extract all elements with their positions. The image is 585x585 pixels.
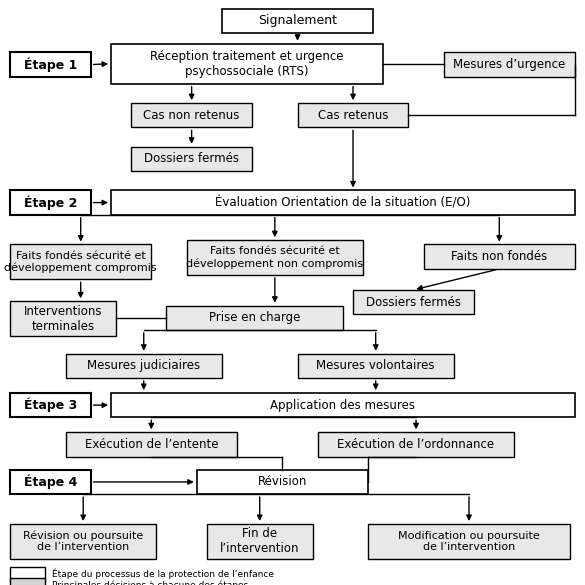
FancyBboxPatch shape — [10, 578, 46, 585]
Text: Application des mesures: Application des mesures — [270, 398, 415, 412]
FancyBboxPatch shape — [10, 524, 156, 559]
Text: Étape du processus de la protection de l’enfance: Étape du processus de la protection de l… — [53, 569, 274, 579]
FancyBboxPatch shape — [222, 9, 373, 33]
FancyBboxPatch shape — [10, 245, 152, 280]
Text: Faits fondés sécurité et
développement non compromis: Faits fondés sécurité et développement n… — [186, 246, 363, 269]
Text: Révision ou poursuite
de l’intervention: Révision ou poursuite de l’intervention — [23, 530, 143, 552]
Text: Étape 2: Étape 2 — [24, 195, 77, 210]
FancyBboxPatch shape — [353, 290, 474, 314]
Text: Cas retenus: Cas retenus — [318, 109, 388, 122]
Text: Faits fondés sécurité et
développement compromis: Faits fondés sécurité et développement c… — [4, 251, 157, 273]
Text: Cas non retenus: Cas non retenus — [143, 109, 240, 122]
FancyBboxPatch shape — [207, 524, 312, 559]
FancyBboxPatch shape — [131, 147, 252, 171]
Text: Réception traitement et urgence
psychossociale (RTS): Réception traitement et urgence psychoss… — [150, 50, 344, 78]
FancyBboxPatch shape — [66, 353, 222, 378]
FancyBboxPatch shape — [166, 305, 343, 330]
Text: Mesures volontaires: Mesures volontaires — [316, 359, 435, 372]
FancyBboxPatch shape — [10, 53, 91, 77]
Text: Signalement: Signalement — [258, 15, 337, 27]
FancyBboxPatch shape — [66, 432, 237, 457]
Text: Évaluation Orientation de la situation (E/O): Évaluation Orientation de la situation (… — [215, 196, 470, 209]
FancyBboxPatch shape — [298, 103, 408, 128]
Text: Exécution de l’ordonnance: Exécution de l’ordonnance — [338, 438, 495, 451]
Text: Principales décisions à chacune des étapes: Principales décisions à chacune des étap… — [53, 580, 249, 585]
Text: Étape 1: Étape 1 — [24, 57, 77, 72]
FancyBboxPatch shape — [10, 393, 91, 417]
Text: Dossiers fermés: Dossiers fermés — [144, 153, 239, 166]
Text: Prise en charge: Prise en charge — [209, 311, 300, 324]
FancyBboxPatch shape — [131, 103, 252, 128]
Text: Étape 4: Étape 4 — [24, 474, 77, 489]
Text: Modification ou poursuite
de l’intervention: Modification ou poursuite de l’intervent… — [398, 531, 540, 552]
Text: Mesures d’urgence: Mesures d’urgence — [453, 58, 566, 71]
FancyBboxPatch shape — [111, 190, 575, 215]
FancyBboxPatch shape — [298, 353, 454, 378]
Text: Exécution de l’entente: Exécution de l’entente — [85, 438, 218, 451]
Text: Fin de
l’intervention: Fin de l’intervention — [220, 527, 300, 555]
FancyBboxPatch shape — [368, 524, 570, 559]
FancyBboxPatch shape — [10, 470, 91, 494]
FancyBboxPatch shape — [318, 432, 514, 457]
Text: Interventions
terminales: Interventions terminales — [24, 305, 102, 333]
FancyBboxPatch shape — [197, 470, 368, 494]
FancyBboxPatch shape — [111, 393, 575, 417]
FancyBboxPatch shape — [111, 44, 383, 84]
FancyBboxPatch shape — [10, 190, 91, 215]
FancyBboxPatch shape — [187, 240, 363, 275]
FancyBboxPatch shape — [10, 567, 46, 581]
Text: Faits non fondés: Faits non fondés — [451, 250, 548, 263]
Text: Révision: Révision — [258, 476, 307, 488]
Text: Mesures judiciaires: Mesures judiciaires — [87, 359, 200, 372]
FancyBboxPatch shape — [444, 53, 575, 77]
Text: Étape 3: Étape 3 — [24, 398, 77, 412]
Text: Dossiers fermés: Dossiers fermés — [366, 295, 461, 309]
FancyBboxPatch shape — [424, 245, 575, 269]
FancyBboxPatch shape — [10, 301, 116, 336]
